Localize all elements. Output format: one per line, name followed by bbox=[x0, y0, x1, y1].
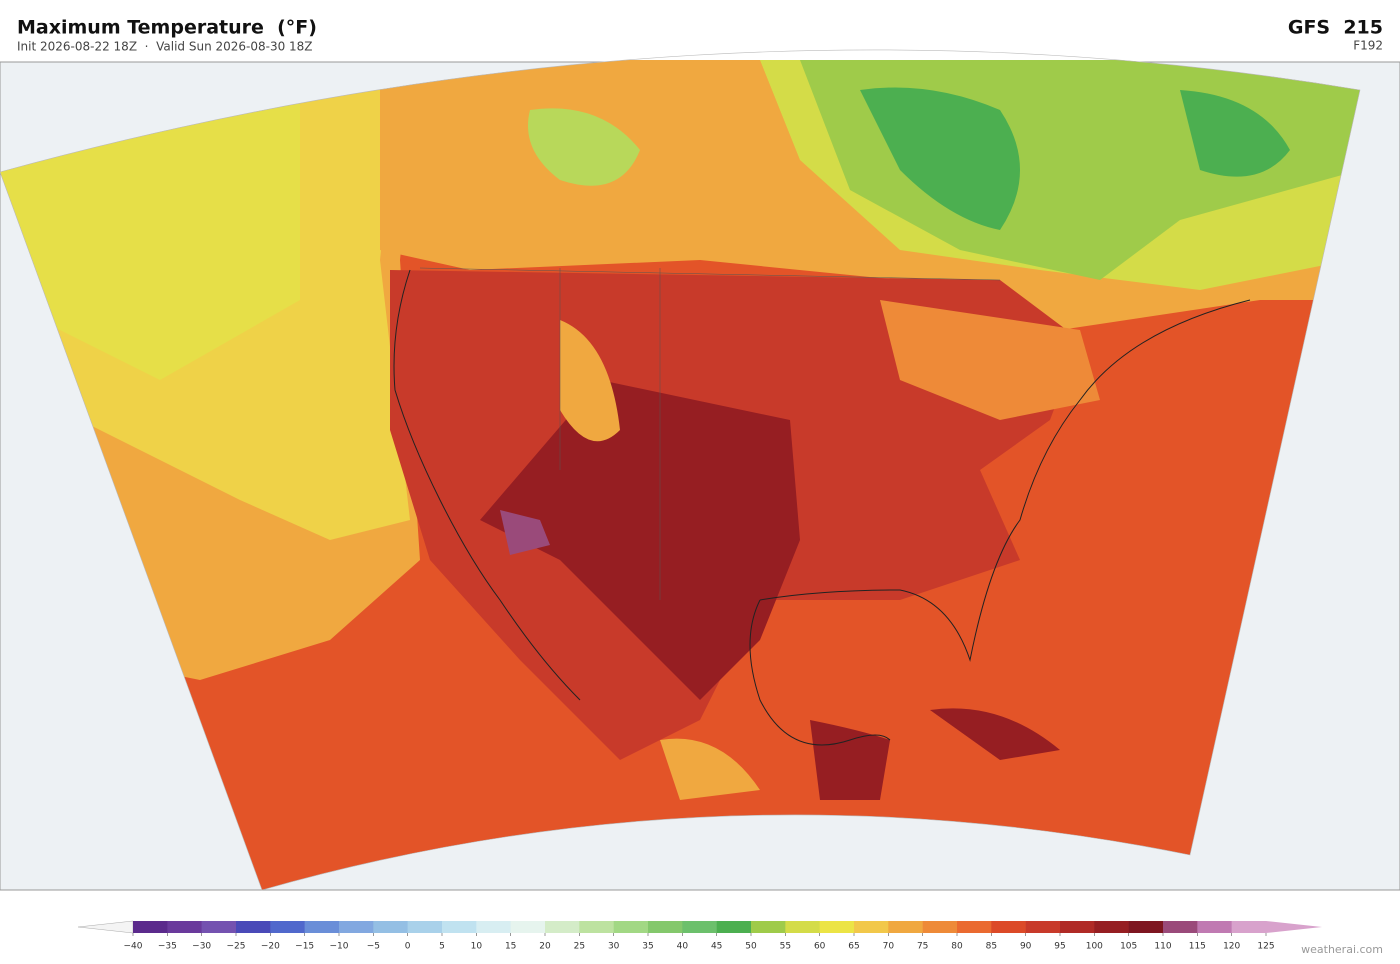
map bbox=[0, 49, 1400, 891]
color-bin bbox=[442, 921, 477, 933]
colorbar-tick-label: 85 bbox=[986, 942, 997, 952]
color-bin bbox=[270, 921, 305, 933]
colorbar-tick-label: 35 bbox=[642, 942, 653, 952]
credit: weatherai.com bbox=[1301, 943, 1383, 956]
field-desert-extreme bbox=[500, 510, 550, 555]
temperature-field bbox=[0, 60, 1360, 890]
colorbar-tick-label: 105 bbox=[1120, 942, 1137, 952]
colorbar-tick-label: 80 bbox=[951, 942, 963, 952]
colorbar-tick-label: 90 bbox=[1020, 942, 1032, 952]
colorbar-tick-label: 120 bbox=[1223, 942, 1240, 952]
colorbar-over bbox=[1266, 921, 1322, 933]
forecast-hour: F192 bbox=[1353, 39, 1383, 53]
colorbar-tick-label: −20 bbox=[261, 942, 280, 952]
colorbar-tick-label: 70 bbox=[883, 942, 895, 952]
color-bin bbox=[1025, 921, 1061, 933]
colorbar-tick-label: −40 bbox=[124, 942, 143, 952]
colorbar-tick-label: 0 bbox=[405, 942, 411, 952]
colorbar-tick-label: 110 bbox=[1154, 942, 1171, 952]
color-bin bbox=[1060, 921, 1095, 933]
colorbar-tick-label: 40 bbox=[677, 942, 689, 952]
coastline bbox=[393, 269, 581, 701]
colorbar-tick-label: −5 bbox=[367, 942, 380, 952]
color-bin bbox=[339, 921, 374, 933]
colorbar-tick-label: 5 bbox=[439, 942, 445, 952]
color-bin bbox=[579, 921, 614, 933]
color-bin bbox=[1197, 921, 1232, 933]
color-bin bbox=[201, 921, 237, 933]
domain-outline bbox=[0, 49, 1361, 891]
colorbar-tick-label: 60 bbox=[814, 942, 826, 952]
color-bin bbox=[236, 921, 271, 933]
color-bin bbox=[854, 921, 889, 933]
colorbar-tick-label: −10 bbox=[330, 942, 349, 952]
color-bin bbox=[991, 921, 1026, 933]
colorbar-tick-label: 30 bbox=[608, 942, 620, 952]
color-bin bbox=[1231, 921, 1267, 933]
colorbar-tick-label: 20 bbox=[539, 942, 551, 952]
field-highlands bbox=[560, 320, 760, 800]
color-bin bbox=[1094, 921, 1129, 933]
colorbar-tick-label: 75 bbox=[917, 942, 928, 952]
subtitle: Init 2026-08-22 18Z · Valid Sun 2026-08-… bbox=[17, 40, 313, 54]
colorbar-tick-label: 55 bbox=[780, 942, 791, 952]
title: Maximum Temperature (°F) bbox=[17, 17, 317, 39]
color-bin bbox=[407, 921, 443, 933]
colorbar-tick-label: 50 bbox=[745, 942, 757, 952]
color-bin bbox=[888, 921, 923, 933]
colorbar-tick-label: 125 bbox=[1257, 942, 1274, 952]
color-bin bbox=[751, 921, 786, 933]
colorbar-tick-label: −30 bbox=[192, 942, 211, 952]
colorbar: −40 −35 −30 −25 −20 −15 −10 −5 0 5 10 15 20 25 30 35 40 4… bbox=[77, 920, 1322, 952]
color-bin bbox=[613, 921, 649, 933]
color-bin bbox=[304, 921, 340, 933]
color-bin bbox=[785, 921, 820, 933]
color-bin bbox=[510, 921, 546, 933]
colorbar-tick-label: 115 bbox=[1189, 942, 1206, 952]
colorbar-tick-label: 65 bbox=[848, 942, 859, 952]
color-bin bbox=[957, 921, 992, 933]
color-bin bbox=[716, 921, 752, 933]
colorbar-under bbox=[77, 920, 134, 934]
colorbar-tick-label: 45 bbox=[711, 942, 722, 952]
color-bin bbox=[922, 921, 958, 933]
color-bin bbox=[167, 921, 202, 933]
field-northeast bbox=[880, 300, 1100, 420]
color-bin bbox=[373, 921, 408, 933]
color-bin bbox=[133, 921, 168, 933]
color-bin bbox=[1163, 921, 1198, 933]
colorbar-tick-label: 10 bbox=[471, 942, 483, 952]
field-yucatan-cuba bbox=[810, 708, 1060, 800]
coastline-east bbox=[749, 299, 1251, 746]
colorbar-tick-label: 25 bbox=[574, 942, 585, 952]
colorbar-tick-label: 100 bbox=[1086, 942, 1103, 952]
field-prairie-cool bbox=[528, 108, 640, 186]
colorbar-tick-label: −25 bbox=[227, 942, 246, 952]
color-bin bbox=[819, 921, 855, 933]
colorbar-tick-label: −35 bbox=[158, 942, 177, 952]
color-bin bbox=[682, 921, 717, 933]
color-bin bbox=[545, 921, 580, 933]
color-bin bbox=[1128, 921, 1164, 933]
field-canada-cold bbox=[860, 87, 1290, 230]
borders bbox=[419, 267, 1001, 600]
colorbar-tick-label: 15 bbox=[505, 942, 516, 952]
color-bin bbox=[648, 921, 683, 933]
model-label: GFS 215 bbox=[1288, 17, 1383, 39]
colorbar-tick-label: 95 bbox=[1054, 942, 1065, 952]
colorbar-tick-label: −15 bbox=[295, 942, 314, 952]
color-bin bbox=[476, 921, 511, 933]
